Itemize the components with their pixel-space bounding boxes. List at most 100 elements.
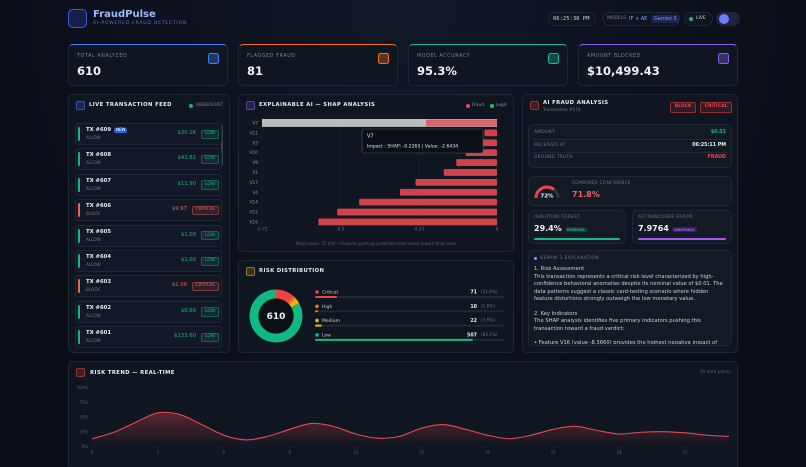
legend-dot	[466, 103, 470, 108]
transaction-row[interactable]	[75, 199, 222, 222]
gauge-fill	[534, 185, 555, 199]
shap-bar	[481, 139, 497, 147]
verdict-tag: CRITICAL	[700, 102, 732, 113]
detail-separator	[532, 139, 728, 140]
kpi-card	[238, 44, 398, 86]
transaction-id: TX #605	[86, 228, 112, 235]
source-dot	[189, 104, 193, 108]
transaction-row[interactable]	[75, 173, 222, 196]
app-subtitle: AI-POWERED FRAUD DETECTION	[93, 21, 188, 26]
status-accent	[78, 152, 80, 167]
transaction-id: TX #602	[86, 304, 112, 311]
model-bar	[534, 238, 620, 240]
kpi-card	[408, 44, 568, 86]
panel-icon	[76, 101, 85, 110]
model-value: 29.4%	[534, 224, 562, 233]
panel-title: LIVE TRANSACTION FEED	[89, 102, 172, 108]
model-tag: IF + AE	[629, 15, 648, 22]
x-tick-label: 3	[157, 450, 160, 455]
transaction-row[interactable]	[75, 123, 222, 145]
model-tag: NORMAL	[565, 226, 588, 233]
risk-tag: CRITICAL	[191, 205, 219, 215]
kpi-value: 610	[77, 64, 102, 78]
status-accent	[78, 254, 80, 268]
x-tick-label: 18	[485, 450, 491, 455]
explanation-paragraph: This transaction represents a critical r…	[534, 273, 723, 303]
toggle-knob	[719, 14, 729, 24]
transaction-row[interactable]	[75, 224, 222, 247]
transaction-status: BLOCK	[86, 287, 101, 293]
kpi-label: TOTAL ANALYZED	[77, 54, 128, 59]
x-tick-label: 0	[496, 227, 499, 233]
feature-label: V10	[250, 150, 259, 156]
risk-percent: (1.6%)	[481, 303, 495, 308]
feature-label: V11	[250, 130, 259, 136]
transaction-amount: $1.00	[180, 231, 196, 238]
donut-segment	[288, 298, 300, 308]
transaction-amount: $0.69	[180, 307, 196, 314]
explanation-text: 1. Risk Assessment This transaction repre…	[534, 266, 728, 344]
chart-caption: Mean value: 37.000 • Features pushing pr…	[296, 241, 457, 246]
detail-value: FRAUD	[707, 155, 726, 160]
x-tick-label: 12	[353, 450, 359, 455]
confidence-value: 71.8%	[572, 190, 600, 199]
risk-name: Low	[322, 332, 331, 338]
transaction-row[interactable]	[75, 326, 222, 349]
explanation-title: GEMINI 3 EXPLANATION	[540, 255, 599, 261]
x-tick-label: 9	[288, 450, 291, 455]
y-tick-label: 50%	[79, 415, 88, 420]
live-dot	[689, 17, 693, 21]
x-tick-label: 6	[223, 450, 226, 455]
transaction-row[interactable]	[75, 250, 222, 272]
kpi-label: FLAGGED FRAUD	[247, 54, 296, 59]
shap-bar	[443, 169, 497, 176]
model-tag: ANOMALY	[672, 226, 697, 233]
x-tick-label: -0.5	[336, 227, 345, 233]
detail-value: $0.01	[710, 130, 726, 135]
kpi-value: 81	[247, 64, 264, 78]
verdict-tag: BLOCK	[670, 102, 696, 113]
y-tick-label: 75%	[79, 400, 88, 405]
tooltip-title: V7	[367, 134, 374, 140]
detail-separator	[532, 151, 728, 153]
status-accent	[78, 177, 80, 192]
legend-dot	[315, 304, 319, 309]
risk-count: 10	[470, 304, 477, 310]
shap-bar	[484, 129, 497, 137]
kpi-icon	[548, 53, 559, 64]
risk-tag: LOW	[201, 154, 219, 165]
donut-segment	[275, 289, 294, 304]
panel-icon	[246, 267, 255, 276]
hover-band	[262, 119, 497, 127]
legend-dot	[315, 333, 319, 337]
legend-dot	[315, 290, 319, 294]
feed-source: WEBSOCKET	[196, 103, 224, 108]
risk-name: Medium	[322, 318, 340, 324]
risk-bar	[315, 296, 338, 298]
x-tick-label: -0.75	[256, 227, 267, 233]
y-tick-label: 100%	[77, 385, 89, 390]
transaction-amount: $133.60	[174, 333, 196, 340]
time-pill	[548, 12, 596, 26]
risk-percent: (3.6%)	[481, 318, 495, 323]
transaction-row[interactable]	[75, 300, 222, 323]
x-tick-label: 15	[419, 450, 425, 455]
feature-label: V4	[252, 190, 258, 196]
kpi-label: MODEL ACCURACY	[417, 54, 471, 59]
transaction-row[interactable]	[75, 148, 222, 171]
transaction-amount: $11.90	[177, 180, 196, 187]
transaction-status: ALLOW	[86, 135, 101, 140]
transaction-row[interactable]	[75, 275, 222, 298]
donut-segment	[249, 289, 303, 343]
x-tick-label: 27	[683, 450, 689, 455]
status-accent	[78, 228, 80, 243]
feature-label: V12	[250, 210, 259, 216]
feature-label: V9	[252, 160, 258, 166]
feature-label: V16	[250, 219, 259, 225]
shap-bar	[415, 178, 497, 186]
explanation-paragraph: • Feature V16 (value -8.3660) provides t…	[534, 340, 718, 344]
x-tick-label: 0	[91, 450, 94, 455]
scrollbar	[221, 125, 223, 165]
confidence-card	[528, 176, 732, 206]
